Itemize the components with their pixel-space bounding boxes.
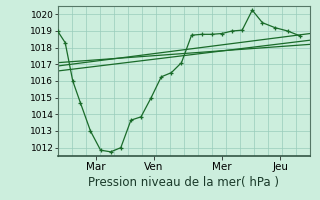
X-axis label: Pression niveau de la mer( hPa ): Pression niveau de la mer( hPa ) bbox=[89, 176, 279, 189]
